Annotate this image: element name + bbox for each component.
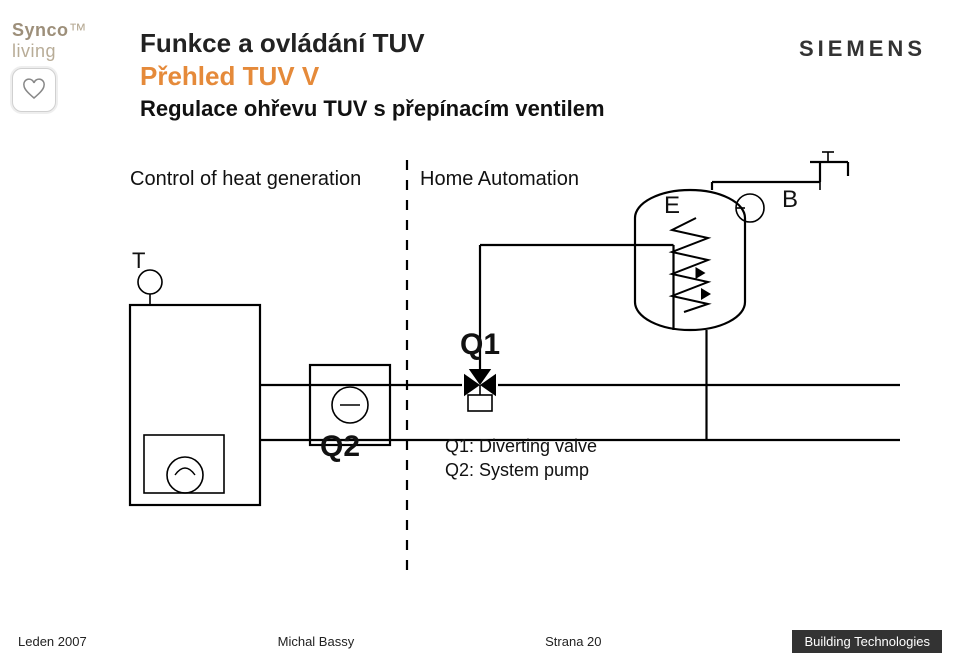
legend-q1: Q1: Diverting valve (445, 436, 597, 457)
legend-q2: Q2: System pump (445, 460, 589, 481)
page-subtitle: Regulace ohřevu TUV s přepínacím ventile… (140, 96, 605, 122)
label-B: B (782, 186, 798, 214)
label-T: T (132, 248, 145, 274)
header: Synco™ living Funkce a ovládání TUV Přeh… (0, 20, 960, 80)
synco-living-text: Synco™ living (12, 20, 122, 62)
label-Q2: Q2 (320, 430, 360, 464)
tm-mark: ™ (69, 20, 88, 40)
heart-badge-icon (12, 68, 56, 112)
title-line-2: Přehled TUV V (140, 61, 425, 92)
title-line-1: Funkce a ovládání TUV (140, 28, 425, 59)
living-word: living (12, 41, 56, 61)
label-home-automation: Home Automation (420, 168, 579, 191)
footer-page: Strana 20 (545, 634, 601, 649)
label-control-heat-gen: Control of heat generation (130, 168, 361, 191)
siemens-logo: SIEMENS (799, 36, 926, 62)
label-Q1: Q1 (460, 328, 500, 362)
synco-word: Synco (12, 20, 69, 40)
diagram-canvas: Control of heat generation Home Automati… (0, 130, 960, 610)
footer-center: Michal Bassy (278, 634, 355, 649)
footer-box: Building Technologies (792, 630, 942, 653)
label-E: E (664, 192, 680, 220)
footer: Leden 2007 Michal Bassy Strana 20 Buildi… (0, 630, 960, 653)
page-titles: Funkce a ovládání TUV Přehled TUV V (140, 28, 425, 92)
footer-left: Leden 2007 (18, 634, 87, 649)
diagram-svg (0, 130, 960, 610)
synco-logo-block: Synco™ living (12, 20, 122, 112)
